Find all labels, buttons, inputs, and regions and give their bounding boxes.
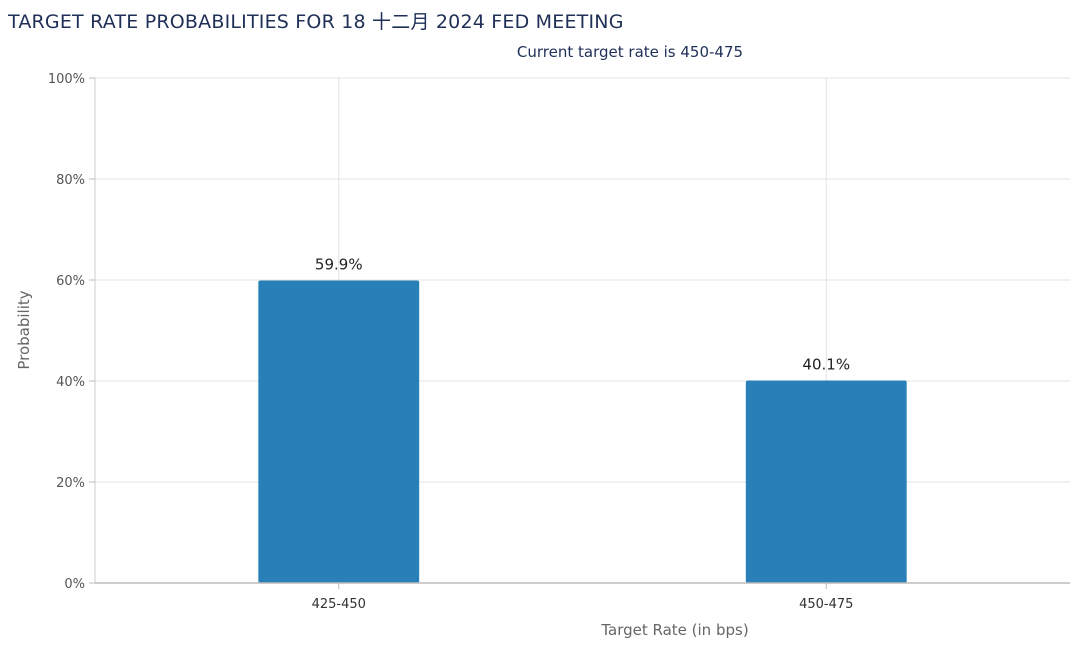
data-label: 40.1% <box>802 355 850 373</box>
data-labels: 59.9% 40.1% <box>315 256 850 374</box>
bars <box>258 280 907 583</box>
y-tick-labels: 0% 20% 40% 60% 80% 100% <box>48 72 85 592</box>
x-tick-labels: 425-450 450-475 <box>312 597 854 612</box>
data-label: 59.9% <box>315 256 363 274</box>
chart-subtitle: Current target rate is 450-475 <box>516 43 744 61</box>
y-tick-label: 100% <box>48 72 85 87</box>
bar <box>258 280 420 583</box>
y-tick-label: 40% <box>56 375 85 390</box>
chart-title: TARGET RATE PROBABILITIES FOR 18 十二月 202… <box>8 11 624 33</box>
axes <box>89 77 1070 589</box>
y-tick-label: 20% <box>56 476 85 491</box>
bar <box>745 380 907 583</box>
x-tick-label: 450-475 <box>799 597 853 612</box>
x-axis-label: Target Rate (in bps) <box>600 621 748 639</box>
gridlines <box>95 77 1070 583</box>
y-tick-label: 0% <box>64 577 85 592</box>
y-tick-label: 80% <box>56 173 85 188</box>
x-tick-label: 425-450 <box>312 597 366 612</box>
y-axis-label: Probability <box>15 290 33 369</box>
y-tick-label: 60% <box>56 274 85 289</box>
